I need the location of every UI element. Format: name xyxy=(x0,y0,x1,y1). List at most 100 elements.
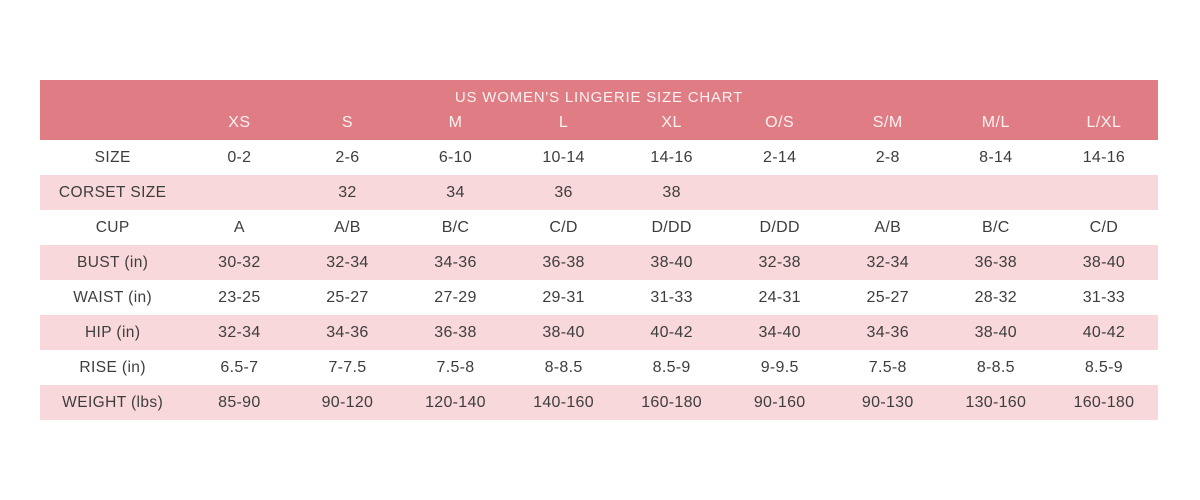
table-cell: 25-27 xyxy=(866,288,909,306)
table-cell: 6.5-7 xyxy=(220,358,259,376)
table-cell: 2-14 xyxy=(763,148,797,166)
table-cell: 7.5-8 xyxy=(436,358,475,376)
table-cell: 14-16 xyxy=(650,148,693,166)
table-cell: 90-120 xyxy=(321,393,374,411)
table-row: CORSET SIZE 32 34 36 38 xyxy=(40,175,1158,210)
size-chart-table: US WOMEN'S LINGERIE SIZE CHART XS S M L XL O/… xyxy=(40,80,1158,420)
table-cell: 38-40 xyxy=(542,323,585,341)
table-cell: 7-7.5 xyxy=(328,358,367,376)
column-header-s: S xyxy=(293,110,402,140)
table-row: BUST (in) 30-32 32-34 34-36 36-38 38-40 32-38 3… xyxy=(40,245,1158,280)
table-cell: A xyxy=(233,218,245,236)
table-cell: 31-33 xyxy=(1082,288,1126,306)
table-cell: D/DD xyxy=(651,218,692,236)
table-cell: 140-160 xyxy=(533,393,594,411)
column-header-s-m: S/M xyxy=(833,110,942,140)
table-cell: B/C xyxy=(441,218,470,236)
table-cell: 160-180 xyxy=(641,393,703,411)
column-header-blank xyxy=(40,110,186,140)
row-label: BUST (in) xyxy=(76,253,149,271)
table-cell: 32-34 xyxy=(866,253,909,271)
table-cell: 40-42 xyxy=(650,323,693,341)
table-cell: 85-90 xyxy=(218,393,261,411)
table-cell: 38-40 xyxy=(974,323,1017,341)
table-row: SIZE 0-2 2-6 6-10 10-14 14-16 2-14 2-8 8-14 14-16 xyxy=(40,140,1158,175)
table-cell: 130-160 xyxy=(965,393,1027,411)
column-header-l: L xyxy=(509,110,618,140)
table-cell: 40-42 xyxy=(1082,323,1126,341)
table-cell: 14-16 xyxy=(1082,148,1126,166)
table-cell: 24-31 xyxy=(758,288,801,306)
table-row: WEIGHT (lbs) 85-90 90-120 120-140 140-160 160… xyxy=(40,385,1158,420)
table-cell: 90-130 xyxy=(861,393,914,411)
table-cell: 32 xyxy=(338,183,357,201)
table-cell: 31-33 xyxy=(650,288,693,306)
table-cell: 0-2 xyxy=(227,148,252,166)
table-title: US WOMEN'S LINGERIE SIZE CHART xyxy=(40,80,1158,110)
table-cell: 36-38 xyxy=(974,253,1017,271)
table-cell: 28-32 xyxy=(974,288,1017,306)
table-cell: 6-10 xyxy=(438,148,473,166)
table-cell: 10-14 xyxy=(542,148,585,166)
table-row: HIP (in) 32-34 34-36 36-38 38-40 40-42 34-40 34… xyxy=(40,315,1158,350)
row-label: WAIST (in) xyxy=(73,288,153,306)
table-cell: 29-31 xyxy=(542,288,585,306)
table-row: WAIST (in) 23-25 25-27 27-29 29-31 31-33 24-31… xyxy=(40,280,1158,315)
table-cell: 23-25 xyxy=(218,288,261,306)
table-cell xyxy=(942,175,1050,210)
column-header-row: XS S M L XL O/S S/M M/L L/XL xyxy=(40,110,1158,140)
table-cell: 160-180 xyxy=(1073,393,1135,411)
table-cell: 38-40 xyxy=(650,253,693,271)
table-row: RISE (in) 6.5-7 7-7.5 7.5-8 8-8.5 8.5-9 9-9.5 7… xyxy=(40,350,1158,385)
table-cell: 38-40 xyxy=(1082,253,1126,271)
table-cell: 8-8.5 xyxy=(976,358,1015,376)
table-cell: 32-38 xyxy=(758,253,801,271)
table-cell: C/D xyxy=(549,218,578,236)
table-row: CUP A A/B B/C C/D D/DD D/DD A/B B/C C/D xyxy=(40,210,1158,245)
row-label: RISE (in) xyxy=(79,358,146,376)
table-cell: B/C xyxy=(982,218,1010,236)
row-label: HIP (in) xyxy=(84,323,141,341)
table-cell xyxy=(726,175,834,210)
column-header-xl: XL xyxy=(617,110,726,140)
column-header-xs: XS xyxy=(185,110,294,140)
table-cell: 34-40 xyxy=(758,323,801,341)
table-cell: 8.5-9 xyxy=(652,358,691,376)
table-cell: 2-6 xyxy=(335,148,360,166)
table-cell: 34-36 xyxy=(434,253,477,271)
row-label: SIZE xyxy=(94,148,131,166)
table-cell: 32-34 xyxy=(326,253,369,271)
table-cell: 120-140 xyxy=(425,393,486,411)
table-cell: 30-32 xyxy=(218,253,261,271)
table-cell: 27-29 xyxy=(434,288,477,306)
table-cell: 9-9.5 xyxy=(760,358,799,376)
table-cell xyxy=(834,175,942,210)
column-header-m-l: M/L xyxy=(941,110,1050,140)
table-cell: 32-34 xyxy=(218,323,261,341)
table-cell: A/B xyxy=(334,218,361,236)
table-cell: D/DD xyxy=(759,218,800,236)
table-cell: 8-8.5 xyxy=(544,358,583,376)
size-chart: US WOMEN'S LINGERIE SIZE CHART XS S M L XL O/… xyxy=(40,80,1158,420)
table-cell: 36-38 xyxy=(434,323,477,341)
table-cell: A/B xyxy=(874,218,902,236)
table-cell: 7.5-8 xyxy=(868,358,907,376)
table-cell: 38 xyxy=(662,183,681,201)
table-cell xyxy=(1050,175,1158,210)
table-cell: 25-27 xyxy=(326,288,369,306)
table-cell: 90-160 xyxy=(753,393,806,411)
row-label: WEIGHT (lbs) xyxy=(62,393,164,411)
row-label: CUP xyxy=(95,218,130,236)
table-cell xyxy=(185,175,293,210)
table-cell: 8-14 xyxy=(979,148,1013,166)
column-header-m: M xyxy=(401,110,510,140)
table-cell: 34-36 xyxy=(326,323,369,341)
column-header-l-xl: L/XL xyxy=(1049,110,1158,140)
row-label: CORSET SIZE xyxy=(58,183,167,201)
table-cell: 8.5-9 xyxy=(1084,358,1123,376)
table-cell: 2-8 xyxy=(875,148,900,166)
table-cell: C/D xyxy=(1089,218,1119,236)
table-title-row: US WOMEN'S LINGERIE SIZE CHART xyxy=(40,80,1158,110)
table-cell: 36 xyxy=(554,183,573,201)
column-header-o-s: O/S xyxy=(725,110,834,140)
